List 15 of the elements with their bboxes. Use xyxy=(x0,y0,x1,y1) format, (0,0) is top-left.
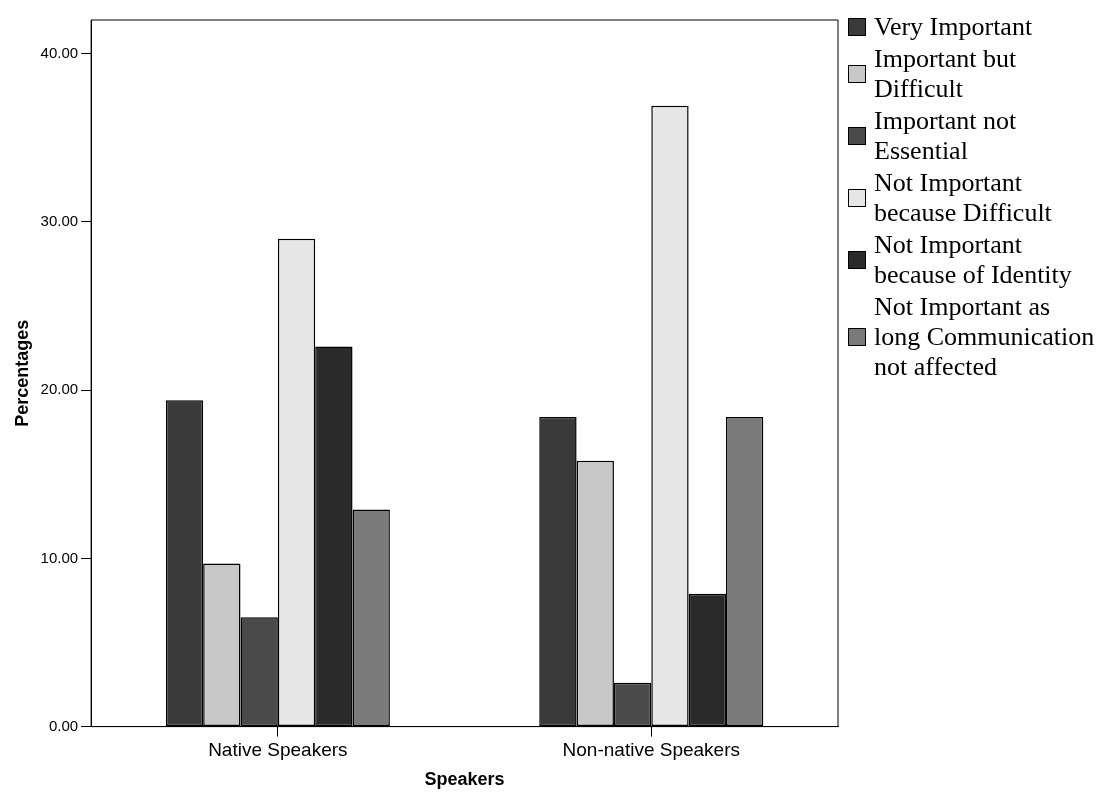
legend-label: Not Important because Difficult xyxy=(874,168,1053,228)
y-axis-title: Percentages xyxy=(11,319,32,427)
y-tick-label: 30.00 xyxy=(40,212,79,230)
legend-label: Important not Essential xyxy=(874,106,1018,166)
y-tick-label: 10.00 xyxy=(40,548,79,566)
legend-label: Not Important as long Communication not affected xyxy=(874,292,1096,382)
legend-label: Very Important xyxy=(874,12,1033,42)
y-tick-label: 20.00 xyxy=(40,380,79,398)
y-tick-label: 40.00 xyxy=(40,43,79,61)
x-tick-label: Native Speakers xyxy=(208,739,348,761)
legend-label: Important but Difficult xyxy=(874,44,1018,104)
y-tick-label: 0.00 xyxy=(48,716,79,734)
x-axis-title: Speakers xyxy=(424,769,505,790)
legend-label: Not Important because of Identity xyxy=(874,230,1073,290)
x-tick-label: Non-native Speakers xyxy=(562,739,740,761)
